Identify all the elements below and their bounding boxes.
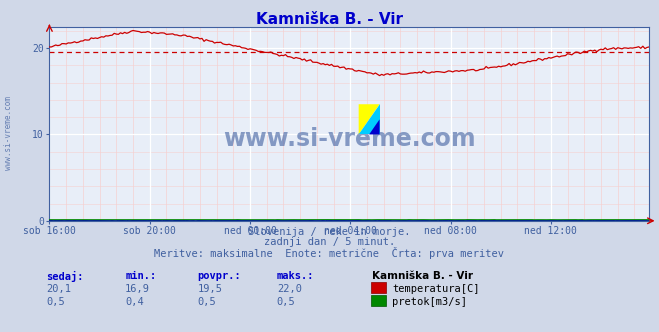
Text: pretok[m3/s]: pretok[m3/s]: [392, 297, 467, 307]
Text: povpr.:: povpr.:: [198, 271, 241, 281]
Text: sedaj:: sedaj:: [46, 271, 84, 282]
Text: 0,4: 0,4: [125, 297, 144, 307]
Text: 0,5: 0,5: [198, 297, 216, 307]
Text: 22,0: 22,0: [277, 284, 302, 294]
Text: zadnji dan / 5 minut.: zadnji dan / 5 minut.: [264, 237, 395, 247]
Text: min.:: min.:: [125, 271, 156, 281]
Text: 19,5: 19,5: [198, 284, 223, 294]
Text: maks.:: maks.:: [277, 271, 314, 281]
Text: Kamniška B. - Vir: Kamniška B. - Vir: [372, 271, 473, 281]
Text: temperatura[C]: temperatura[C]: [392, 284, 480, 294]
Text: Kamniška B. - Vir: Kamniška B. - Vir: [256, 12, 403, 27]
Text: www.si-vreme.com: www.si-vreme.com: [4, 96, 13, 170]
Text: www.si-vreme.com: www.si-vreme.com: [223, 127, 476, 151]
Text: Meritve: maksimalne  Enote: metrične  Črta: prva meritev: Meritve: maksimalne Enote: metrične Črta…: [154, 247, 505, 259]
Polygon shape: [369, 119, 380, 134]
Polygon shape: [358, 104, 380, 134]
Text: 0,5: 0,5: [277, 297, 295, 307]
Text: 20,1: 20,1: [46, 284, 71, 294]
Text: Slovenija / reke in morje.: Slovenija / reke in morje.: [248, 227, 411, 237]
Polygon shape: [358, 104, 380, 134]
Text: 16,9: 16,9: [125, 284, 150, 294]
Text: 0,5: 0,5: [46, 297, 65, 307]
